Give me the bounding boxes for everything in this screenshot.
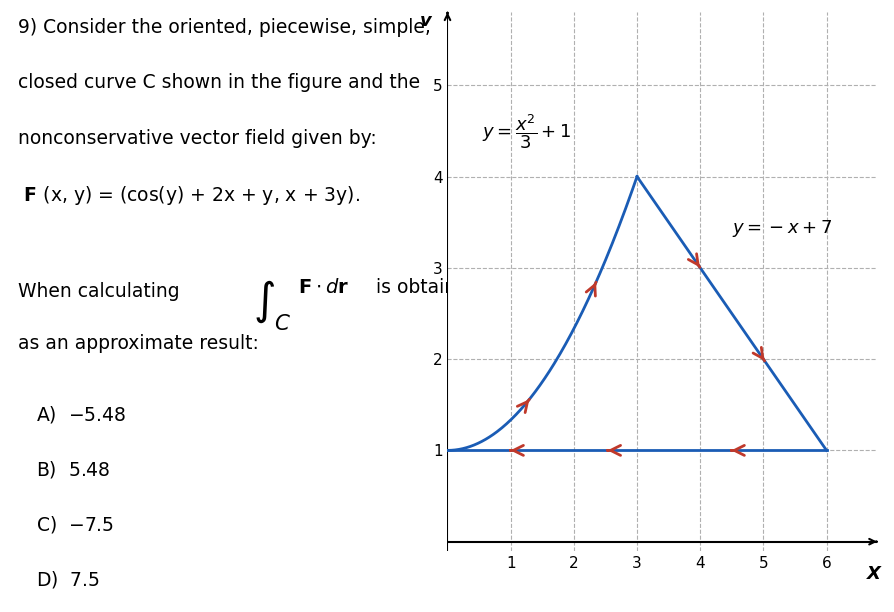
Text: is obtained: is obtained <box>375 278 479 297</box>
Text: $\mathbf{F} \cdot d\mathbf{r}$: $\mathbf{F} \cdot d\mathbf{r}$ <box>297 278 349 297</box>
Text: D)  $7.5$: D) $7.5$ <box>36 569 99 590</box>
Text: v: v <box>419 12 431 31</box>
Text: as an approximate result:: as an approximate result: <box>18 334 258 353</box>
Text: nonconservative vector field given by:: nonconservative vector field given by: <box>18 129 376 147</box>
Text: $\mathbf{F}$ (x, y) = (cos(y) + 2x + y, x + 3y).: $\mathbf{F}$ (x, y) = (cos(y) + 2x + y, … <box>18 184 359 207</box>
Text: C)  $-7.5$: C) $-7.5$ <box>36 514 114 535</box>
Text: $y = \dfrac{x^2}{3} + 1$: $y = \dfrac{x^2}{3} + 1$ <box>482 113 571 151</box>
Text: A)  $-5.48$: A) $-5.48$ <box>36 404 126 425</box>
Text: $y = -x + 7$: $y = -x + 7$ <box>731 218 831 239</box>
Text: X: X <box>866 565 880 583</box>
Text: $\int_C$: $\int_C$ <box>252 278 291 334</box>
Text: 9) Consider the oriented, piecewise, simple,: 9) Consider the oriented, piecewise, sim… <box>18 18 430 37</box>
Text: B)  $5.48$: B) $5.48$ <box>36 459 110 480</box>
Text: closed curve C shown in the figure and the: closed curve C shown in the figure and t… <box>18 73 419 92</box>
Text: When calculating: When calculating <box>18 282 180 300</box>
